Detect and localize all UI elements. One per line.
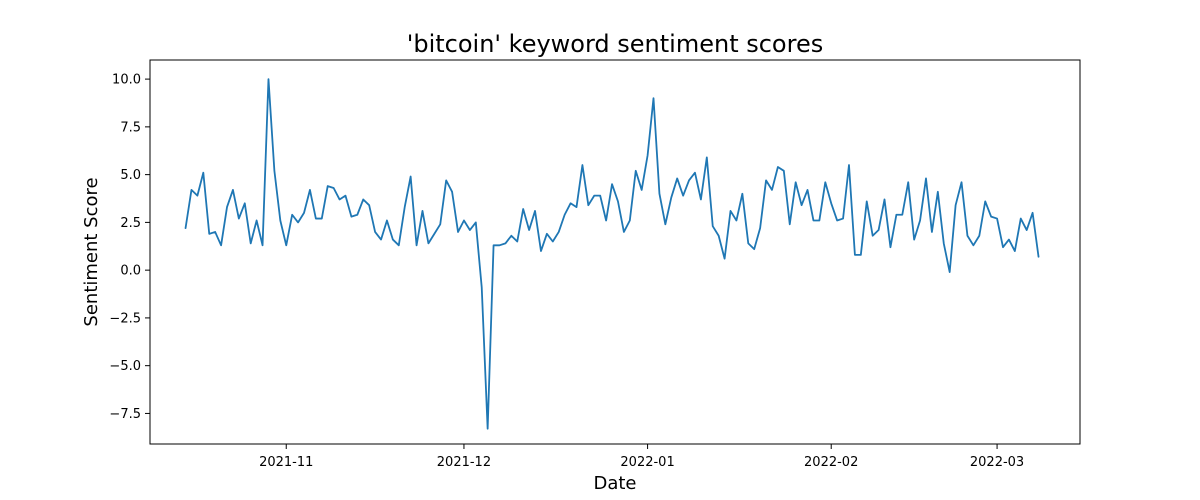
x-axis-label: Date (593, 473, 636, 494)
y-tick-label: 5.0 (120, 168, 141, 183)
y-tick-label: 10.0 (112, 73, 141, 88)
y-tick-label: 7.5 (120, 120, 141, 135)
chart-title: 'bitcoin' keyword sentiment scores (407, 30, 823, 58)
x-tick-label: 2022-03 (970, 455, 1024, 470)
x-tick-label: 2021-11 (259, 455, 313, 470)
y-axis-label: Sentiment Score (81, 177, 102, 326)
x-axis: 2021-11 2021-12 2022-01 2022-02 2022-03 (259, 444, 1024, 470)
y-axis: −7.5 −5.0 −2.5 0.0 2.5 5.0 7.5 10.0 (109, 73, 150, 422)
x-tick-label: 2022-02 (804, 455, 858, 470)
y-tick-label: −2.5 (109, 311, 141, 326)
plot-area (150, 60, 1080, 444)
x-tick-label: 2022-01 (620, 455, 674, 470)
y-tick-label: −5.0 (109, 359, 141, 374)
x-tick-label: 2021-12 (437, 455, 491, 470)
y-tick-label: 0.0 (120, 264, 141, 279)
sentiment-score-line (184, 78, 1040, 430)
y-tick-label: −7.5 (109, 407, 141, 422)
y-tick-label: 2.5 (120, 216, 141, 231)
plot-frame (149, 59, 1081, 445)
